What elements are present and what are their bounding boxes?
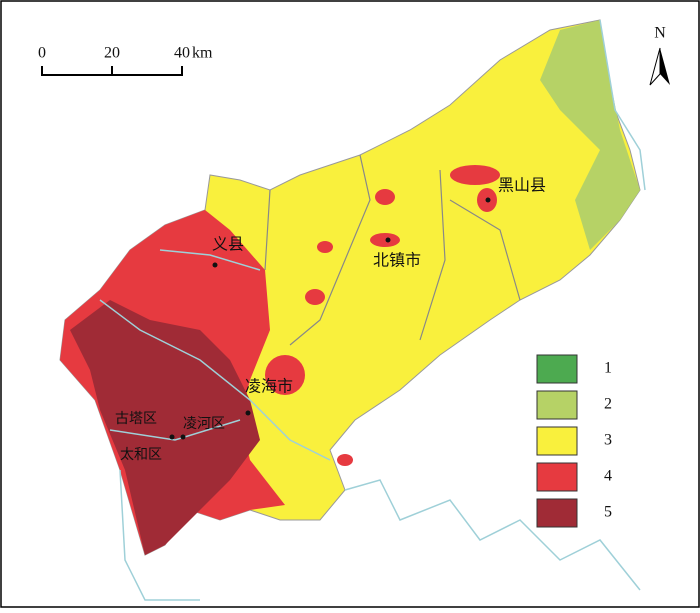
legend-label: 2 xyxy=(604,396,612,413)
scale-bar: 0 20 40 km xyxy=(38,45,213,76)
place-label: 义县 xyxy=(212,236,244,254)
legend-swatch xyxy=(536,462,578,492)
rivers-coast xyxy=(99,19,646,601)
place-label: 北镇市 xyxy=(373,252,421,270)
north-label: N xyxy=(654,25,666,42)
legend: 1 2 3 4 5 xyxy=(536,354,612,528)
legend-label: 4 xyxy=(604,468,612,485)
boundaries xyxy=(264,154,521,346)
place-label: 黑山县 xyxy=(498,177,546,195)
scale-tick-label: 40 xyxy=(174,45,190,62)
legend-label: 3 xyxy=(604,432,612,449)
place-label: 太和区 xyxy=(120,447,162,463)
place-label: 古塔区 xyxy=(115,411,157,427)
scale-tick-label: 0 xyxy=(38,45,46,62)
region-class-2 xyxy=(540,20,640,250)
legend-swatch xyxy=(536,426,578,456)
legend-swatch xyxy=(536,354,578,384)
legend-swatch xyxy=(536,498,578,528)
north-arrow xyxy=(660,48,670,85)
legend-label: 1 xyxy=(604,360,612,377)
legend-swatch xyxy=(536,390,578,420)
hotspots xyxy=(265,165,500,466)
legend-label: 5 xyxy=(604,504,612,521)
region-class-5 xyxy=(70,300,260,555)
city-dots xyxy=(169,197,491,440)
scale-tick-label: 20 xyxy=(104,45,120,62)
place-label: 凌海市 xyxy=(245,378,293,396)
place-label: 凌河区 xyxy=(183,416,225,432)
scale-unit: km xyxy=(192,45,213,62)
